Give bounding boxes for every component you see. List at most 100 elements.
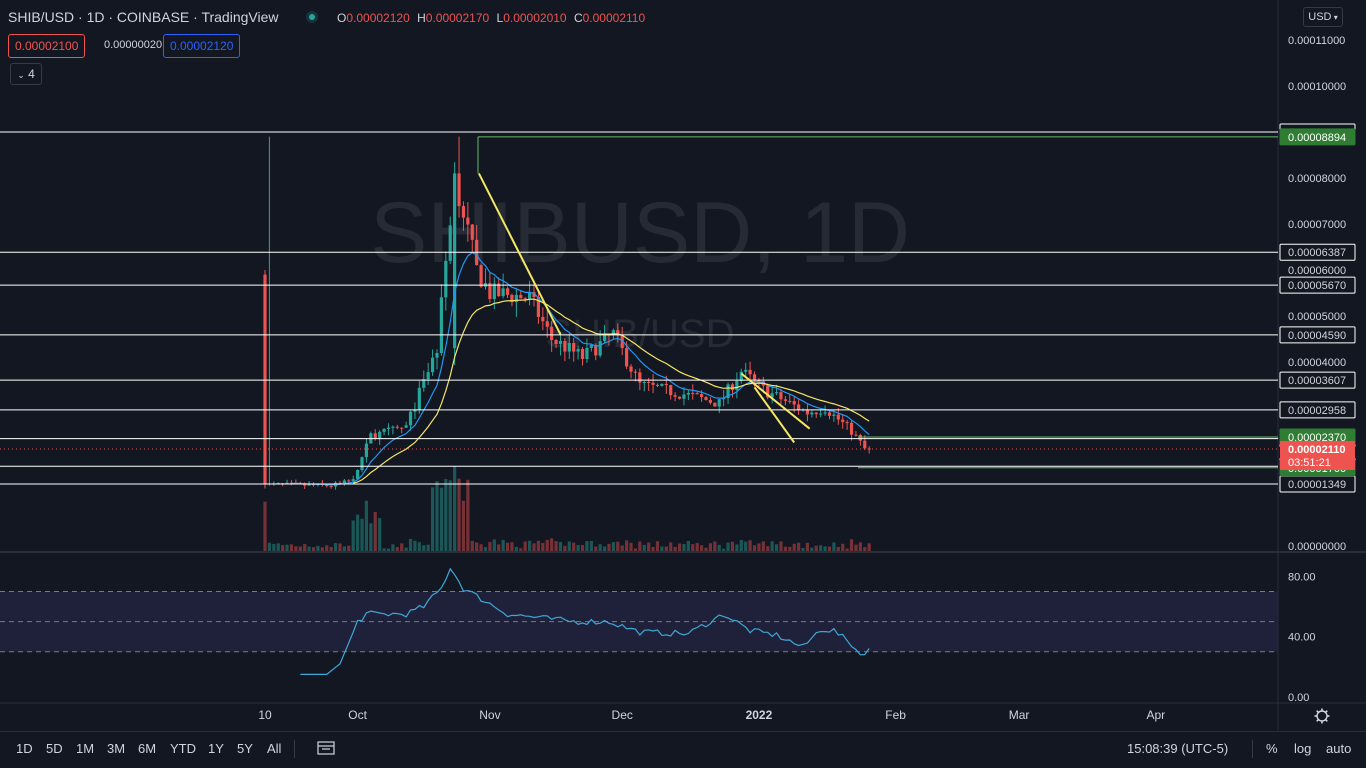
level-price-label-box[interactable] (1279, 401, 1356, 419)
level-price-label-box[interactable] (1279, 326, 1356, 344)
candle-body (858, 435, 862, 441)
candle-body (356, 469, 360, 480)
time-tick-label: Mar (1009, 708, 1030, 722)
trendlines[interactable] (477, 172, 811, 444)
current-price-tag[interactable] (1280, 440, 1355, 470)
range-1d-button[interactable]: 1D (16, 741, 33, 756)
bar-countdown-label: 03:51:21 (1288, 457, 1331, 469)
candle-body (347, 480, 351, 482)
time-axis[interactable]: 10 Oct Nov Dec 2022 Feb Mar Apr (258, 708, 1330, 724)
volume-bar (281, 545, 285, 551)
ohlc-close: 0.00002110 (582, 11, 646, 25)
auto-toggle[interactable]: auto (1326, 741, 1352, 756)
price-axis[interactable]: 0.00011000 0.00010000 0.00008000 0.00007000… (1279, 35, 1356, 704)
time-tick-label: Nov (479, 708, 500, 722)
candle-body (422, 379, 426, 388)
time-tick-label: Oct (348, 708, 367, 722)
candle-body (827, 412, 832, 416)
volume-bar (497, 544, 501, 551)
level-price-label: 0.00005670 (1288, 280, 1346, 292)
volume-bar (797, 542, 801, 551)
clock-timezone[interactable]: 15:08:39 (UTC-5) (1127, 741, 1229, 756)
buy-price-button[interactable]: 0.00002120 (163, 34, 241, 58)
wedge-lower-line[interactable] (753, 386, 796, 444)
gear-tooth (1316, 710, 1320, 714)
wedge-upper-line[interactable] (740, 372, 811, 430)
ohlc-readout: O0.00002120 H0.00002170 L0.00002010 C0.0… (337, 11, 649, 25)
volume-bar (607, 543, 611, 551)
volume-bar (356, 514, 360, 551)
market-status-icon[interactable] (306, 11, 318, 23)
volume-bar (430, 487, 435, 551)
volume-bar (580, 544, 585, 551)
volume-bar (726, 542, 730, 551)
level-price-label: 0.00001349 (1288, 479, 1346, 491)
volume-bar (629, 542, 633, 551)
volume-bar (845, 548, 849, 551)
horizontal-levels[interactable] (0, 131, 1278, 485)
volume-bar (505, 542, 510, 551)
range-5d-button[interactable]: 5D (46, 741, 63, 756)
range-3m-button[interactable]: 3M (107, 741, 126, 756)
range-all-button[interactable]: All (267, 741, 282, 756)
candle-body (638, 372, 642, 383)
currency-select[interactable]: USD ▾ (1303, 7, 1343, 27)
volume-bar (589, 540, 593, 551)
volume-bar (492, 539, 496, 551)
candle-body (647, 382, 651, 384)
volume-bar (303, 544, 307, 551)
volume-bar (435, 481, 439, 551)
symbol-title[interactable]: SHIB/USD · 1D · COINBASE · TradingView (8, 9, 279, 25)
range-1y-button[interactable]: 1Y (208, 741, 224, 756)
candle-body (351, 479, 355, 482)
moving-averages (291, 251, 870, 486)
candle-body (832, 414, 836, 416)
range-1m-button[interactable]: 1M (76, 741, 95, 756)
volume-bar (792, 543, 796, 551)
volume-bar (285, 544, 289, 551)
candle-body (788, 400, 792, 402)
volume-bar (836, 546, 840, 551)
volume-bar (673, 546, 677, 551)
candle-body (823, 412, 827, 414)
volume-bar (360, 518, 364, 551)
volume-bar (735, 544, 739, 551)
log-toggle[interactable]: log (1294, 741, 1312, 756)
candle-body (528, 292, 532, 299)
price-tick-label: 0.00007000 (1288, 219, 1346, 231)
date-range-icon[interactable] (317, 740, 335, 761)
candle-body (616, 330, 620, 336)
candle-body (673, 395, 677, 397)
candle-body (523, 298, 527, 300)
range-6m-button[interactable]: 6M (138, 741, 157, 756)
candle-body (633, 371, 638, 373)
volume-bar (338, 543, 342, 551)
level-price-label-box[interactable] (1279, 243, 1356, 261)
volume-bar (554, 541, 558, 551)
chevron-down-icon: ⌄ (17, 70, 25, 80)
level-price-label-box[interactable] (1279, 276, 1356, 294)
volume-bar (400, 543, 404, 551)
ohlc-high: 0.00002170 (425, 11, 490, 25)
level-price-label-box[interactable] (1279, 371, 1356, 389)
indicators-toggle[interactable]: ⌄ 4 (10, 63, 42, 85)
green-level-label-box[interactable] (1279, 128, 1356, 146)
trendline-upper[interactable] (477, 172, 562, 335)
candle-body (404, 425, 408, 428)
rsi-line (300, 567, 870, 675)
percent-toggle[interactable]: % (1266, 741, 1278, 756)
volume-bar (466, 479, 470, 551)
volume-bar (550, 538, 554, 551)
settings-gear-icon[interactable] (1314, 708, 1330, 724)
candle-body (510, 294, 514, 303)
volume-bar (475, 542, 479, 551)
range-ytd-button[interactable]: YTD (170, 741, 196, 756)
range-5y-button[interactable]: 5Y (237, 741, 253, 756)
candle-body (580, 349, 585, 359)
gear-ring (1316, 710, 1328, 722)
sell-price-button[interactable]: 0.00002100 (8, 34, 86, 58)
candle-body (303, 483, 307, 486)
candle-body (572, 342, 576, 352)
volume-bar (761, 541, 765, 551)
